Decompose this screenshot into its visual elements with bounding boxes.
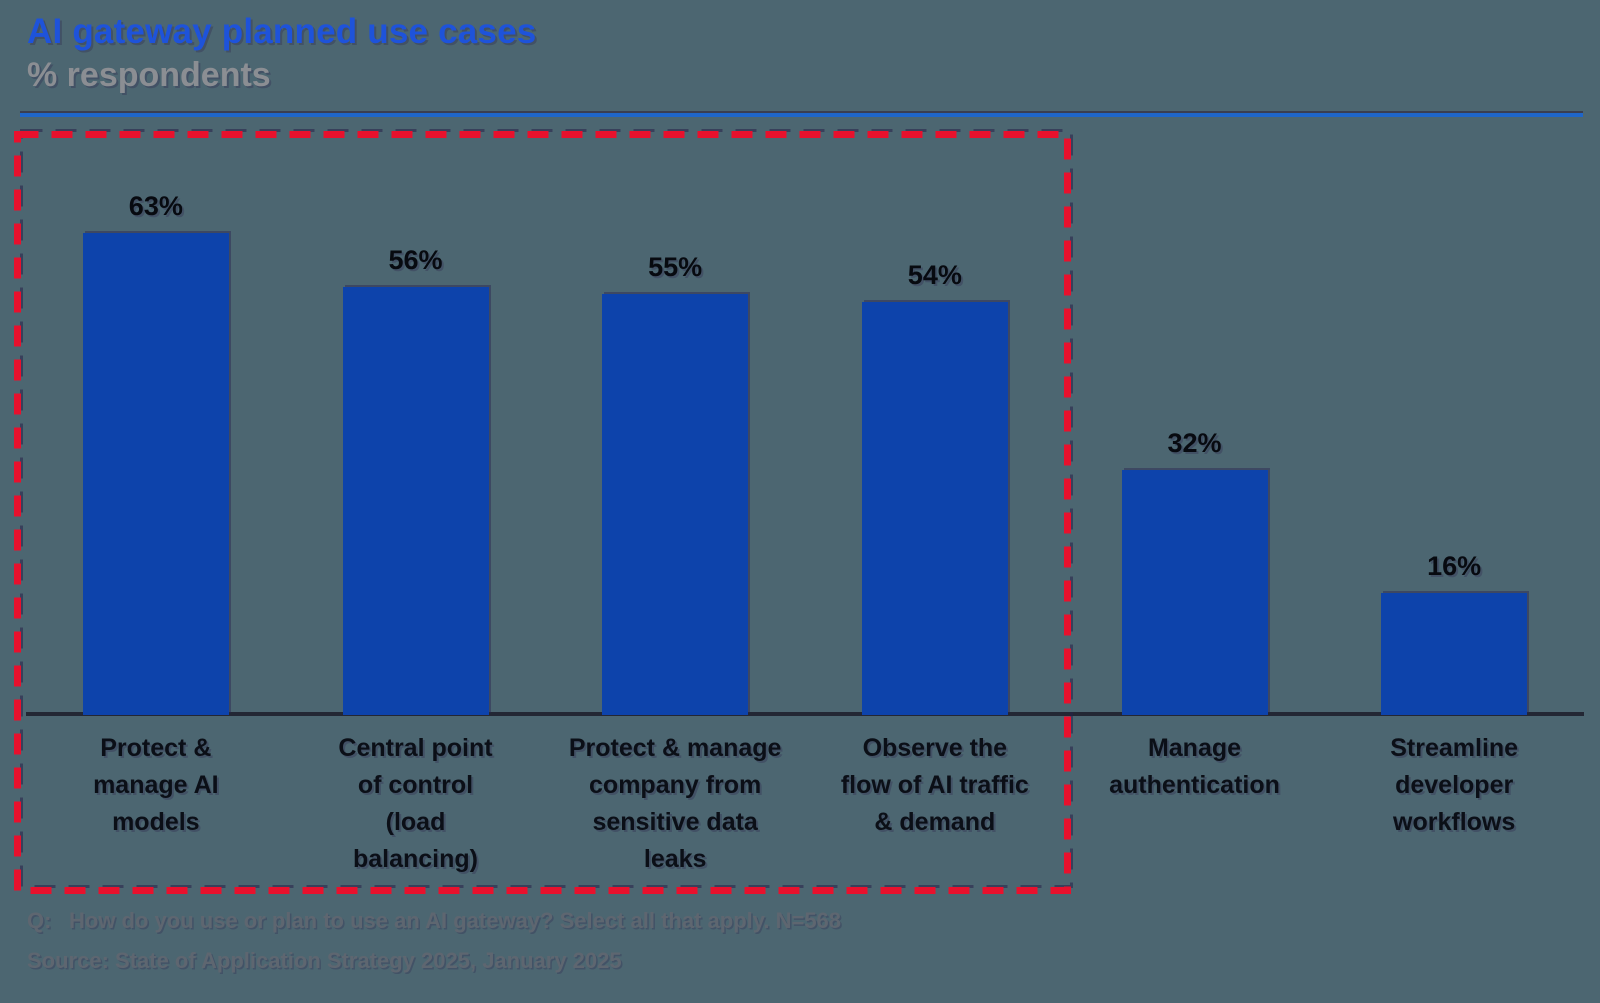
bar: [1381, 593, 1527, 715]
bar: [1122, 470, 1268, 715]
bar-category-label: Streamline developer workflows: [1390, 734, 1519, 836]
bar-category-label: Protect & manage company from sensitive …: [568, 734, 782, 873]
bar-value-label: 63%: [128, 191, 183, 221]
bar-category-label: Manage authentication: [1109, 734, 1280, 799]
source-note: Source: State of Application Strategy 20…: [27, 948, 622, 973]
chart-header: AI gateway planned use cases % responden…: [27, 12, 536, 95]
bar-category-label: Protect & manage AI models: [93, 734, 219, 836]
bar-value-label: 55%: [648, 252, 703, 282]
bar: [343, 287, 489, 715]
chart-subtitle: % respondents: [27, 56, 271, 94]
bar: [602, 294, 748, 715]
divider-dark-line: [20, 111, 1583, 113]
question-text: How do you use or plan to use an AI gate…: [69, 908, 842, 933]
title-divider: [20, 111, 1583, 117]
bar-category-label: Observe the flow of AI traffic & demand: [840, 734, 1029, 836]
bar-value-label: 32%: [1167, 428, 1222, 458]
bar: [862, 302, 1008, 715]
question-label: Q:: [27, 908, 52, 933]
bar: [83, 233, 229, 715]
x-axis-line: [26, 712, 1584, 716]
question-note: Q: How do you use or plan to use an AI ga…: [27, 908, 841, 934]
bar-value-label: 54%: [907, 260, 962, 290]
divider-blue-line: [20, 113, 1583, 117]
chart-footer: Q: How do you use or plan to use an AI ga…: [27, 908, 841, 974]
bar-category-label: Central point of control (load balancing…: [338, 734, 493, 873]
bar-value-label: 16%: [1427, 551, 1482, 581]
chart-title: AI gateway planned use cases: [27, 12, 537, 51]
bar-value-label: 56%: [388, 245, 443, 275]
